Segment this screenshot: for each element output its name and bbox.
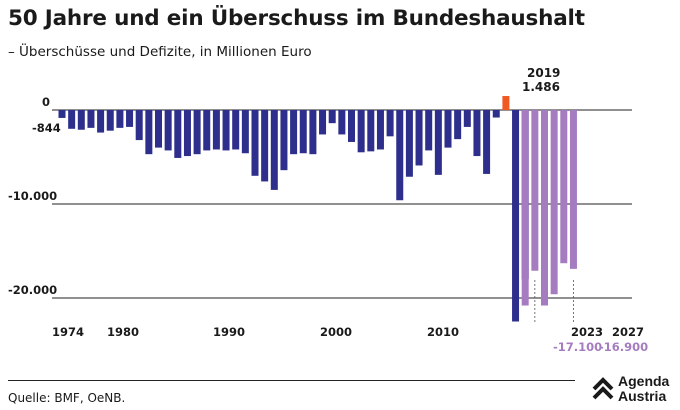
bar xyxy=(444,110,452,148)
bar xyxy=(492,110,500,118)
bar xyxy=(512,110,520,322)
x-tick-label: 2000 xyxy=(320,325,352,339)
bar xyxy=(58,110,66,118)
bar xyxy=(425,110,433,151)
bar xyxy=(319,110,327,135)
bar xyxy=(405,110,413,177)
bar xyxy=(116,110,124,128)
bar xyxy=(77,110,85,130)
footer-divider xyxy=(8,380,575,381)
bar xyxy=(164,110,172,151)
bar xyxy=(357,110,365,153)
bar xyxy=(155,110,162,148)
bar xyxy=(396,110,404,201)
annotation-value-label: -16.900 xyxy=(599,340,648,354)
bar xyxy=(261,110,269,182)
bar xyxy=(174,110,182,158)
bar xyxy=(280,110,288,171)
bar xyxy=(454,110,462,140)
bar xyxy=(183,110,191,157)
bar xyxy=(106,110,114,131)
x-tick-label: 1974 xyxy=(52,325,84,339)
annotation-value-label: -844 xyxy=(32,121,61,135)
bar xyxy=(541,110,548,306)
x-tick-label: 2027 xyxy=(612,325,644,339)
bar xyxy=(212,110,220,150)
bar xyxy=(193,110,201,155)
annotation-value-label: 1.486 xyxy=(522,80,560,94)
bar xyxy=(483,110,491,174)
chart-subtitle: – Überschüsse und Defizite, in Millionen… xyxy=(8,44,312,60)
source-note: Quelle: BMF, OeNB. xyxy=(8,391,126,405)
bar xyxy=(251,110,259,176)
bar xyxy=(338,110,346,135)
bar xyxy=(232,110,240,150)
x-tick-label: 2023 xyxy=(571,325,603,339)
bar xyxy=(560,110,568,264)
bar xyxy=(434,110,442,175)
bar xyxy=(367,110,375,152)
bar xyxy=(87,110,95,128)
logo-line-1: Agenda xyxy=(618,373,670,389)
bar xyxy=(97,110,105,133)
bar xyxy=(222,110,230,151)
bar xyxy=(502,96,510,110)
bar xyxy=(473,110,481,157)
bar xyxy=(299,110,307,154)
bar xyxy=(135,110,143,141)
bar xyxy=(328,110,336,124)
logo-line-2: Austria xyxy=(618,388,667,404)
chevron-up-logo-icon xyxy=(592,377,614,400)
annotation-value-label: -17.100 xyxy=(553,340,602,354)
y-tick-label: 0 xyxy=(42,95,50,109)
bar xyxy=(290,110,298,155)
bar xyxy=(145,110,153,155)
agenda-austria-logo: Agenda Austria xyxy=(592,374,669,404)
bar xyxy=(550,110,558,295)
bar xyxy=(68,110,76,129)
bar xyxy=(521,110,529,306)
bar xyxy=(348,110,355,142)
bar xyxy=(531,110,539,271)
bar xyxy=(203,110,211,151)
y-tick-label: -10.000 xyxy=(8,189,57,203)
bar xyxy=(386,110,394,137)
bar xyxy=(309,110,317,155)
x-tick-label: 2010 xyxy=(427,325,459,339)
x-tick-label: 1980 xyxy=(107,325,139,339)
y-tick-label: -20.000 xyxy=(8,283,57,297)
x-tick-label: 1990 xyxy=(213,325,245,339)
bar xyxy=(376,110,384,150)
bar xyxy=(270,110,278,190)
bar-chart: 0 -10.000 -20.000 1974 1980 1990 2000 2010 2023 2… xyxy=(8,66,648,354)
bar xyxy=(569,110,577,269)
bar xyxy=(126,110,134,127)
bar xyxy=(463,110,471,127)
chart-title: 50 Jahre und ein Überschuss im Bundeshau… xyxy=(8,6,585,31)
bar xyxy=(241,110,249,154)
bar xyxy=(415,110,423,166)
annotation-year-label: 2019 xyxy=(527,66,560,80)
